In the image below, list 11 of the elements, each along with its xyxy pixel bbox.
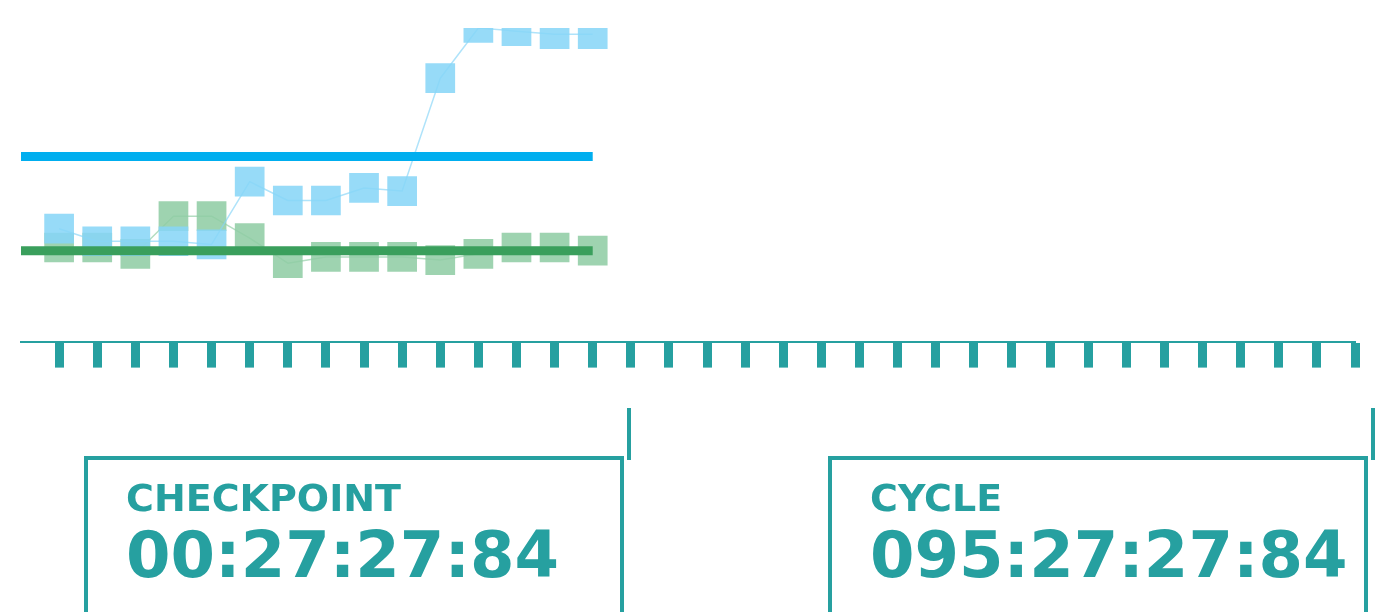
point	[196, 201, 227, 232]
text: 095:27:27:84	[870, 518, 1349, 592]
point	[311, 185, 341, 216]
point	[234, 166, 265, 197]
point	[44, 213, 74, 244]
text: CHECKPOINT	[126, 476, 402, 520]
point	[387, 176, 417, 206]
text: 00:27:27:84	[126, 518, 561, 592]
point	[272, 185, 303, 216]
text: CYCLE	[870, 476, 1004, 520]
point	[349, 173, 379, 203]
